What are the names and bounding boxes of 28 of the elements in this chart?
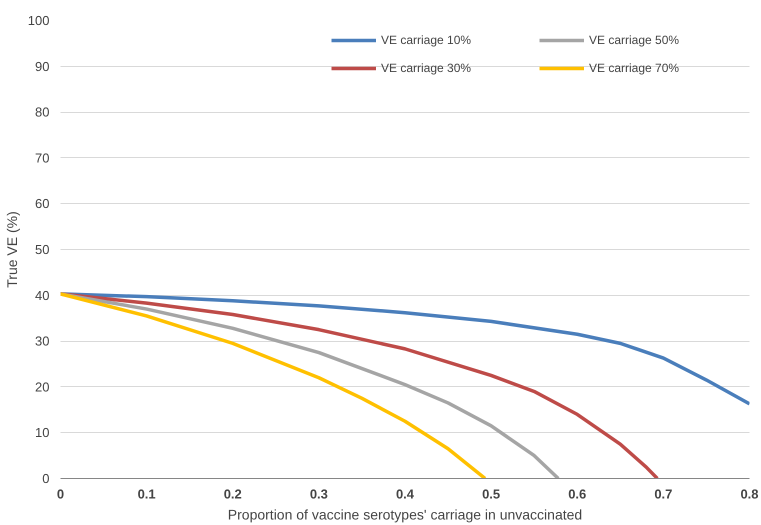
x-tick-label: 0.3 [310,486,328,502]
legend-label: VE carriage 30% [381,61,472,75]
x-tick-label: 0.2 [224,486,242,502]
x-axis-title: Proportion of vaccine serotypes' carriage in unvaccinated [228,506,582,522]
legend-label: VE carriage 50% [589,33,680,47]
y-tick-label: 90 [35,58,50,74]
line-series [60,292,750,406]
x-tick-label: 0 [56,486,64,502]
legend-label: VE carriage 10% [381,33,472,47]
y-tick-label: 70 [35,150,50,166]
x-tick-label: 0.5 [482,486,500,502]
y-tick-label: 80 [35,104,50,120]
y-tick-label: 40 [35,288,50,303]
y-tick-label: 50 [35,242,50,257]
y-tick-label: 100 [28,13,50,28]
line-series [60,292,660,478]
x-tick-label: 0.1 [138,486,156,502]
y-tick-label: 60 [35,196,50,212]
y-tick-label: 10 [35,425,50,440]
x-tick-label: 0.6 [568,486,586,502]
y-axis-title: True VE (%) [4,211,20,288]
y-tick-label: 0 [42,471,50,486]
y-tick-label: 20 [35,379,50,394]
legend-label: VE carriage 70% [589,61,680,75]
y-tick-label: 30 [35,334,50,349]
x-tick-label: 0.4 [396,486,415,502]
x-tick-label: 0.8 [740,486,759,502]
x-tick-label: 0.7 [654,486,672,502]
